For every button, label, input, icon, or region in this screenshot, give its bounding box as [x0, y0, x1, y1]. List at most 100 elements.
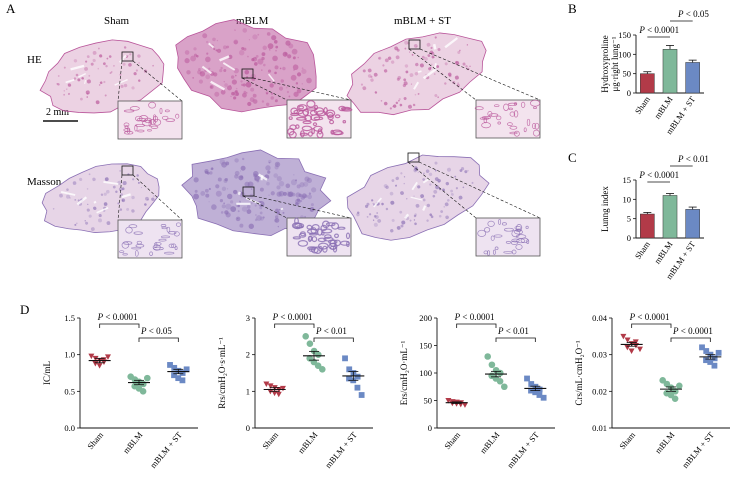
tissue-speck [92, 177, 96, 182]
data-point [707, 359, 714, 365]
alveolus [334, 114, 341, 119]
data-point [358, 392, 365, 398]
data-point [183, 366, 190, 373]
tissue-speck [246, 209, 252, 214]
tissue-speck [385, 185, 389, 190]
bar [685, 62, 700, 94]
data-point [315, 351, 322, 358]
tissue-speck [90, 62, 94, 66]
alveolus [296, 116, 307, 121]
alveolus [516, 224, 523, 232]
y-tick-label: 100 [618, 49, 631, 59]
alveolus [333, 131, 344, 136]
tissue-speck [371, 199, 374, 202]
tissue-speck [152, 64, 154, 67]
tissue-speck [106, 221, 111, 225]
alveolus [123, 241, 133, 245]
tissue-speck [241, 157, 245, 161]
tissue-speck [414, 222, 417, 226]
tissue-speck [74, 198, 77, 201]
tissue-speck [372, 219, 375, 221]
tissue-speck [57, 75, 60, 77]
alveolus [298, 105, 305, 110]
tissue-speck [63, 90, 65, 92]
tissue-speck [292, 64, 299, 71]
alveolus [304, 114, 313, 122]
tissue-speck [244, 69, 250, 75]
tissue-speck [105, 64, 108, 68]
alveolus [322, 245, 328, 253]
alveolus [175, 113, 180, 119]
tissue-speck [426, 42, 431, 47]
airway [93, 200, 97, 204]
alveolus [322, 220, 330, 229]
tissue-speck [270, 96, 274, 100]
airway [60, 191, 76, 196]
tissue-speck [77, 199, 80, 202]
tissue-speck [282, 211, 285, 214]
alveolus [298, 232, 307, 238]
sig-label: P < 0.0001 [629, 312, 670, 322]
row-label-he: HE [27, 54, 42, 66]
airway [118, 54, 127, 64]
alveolus [128, 224, 138, 229]
tissue-speck [147, 199, 149, 201]
tissue-speck [272, 55, 278, 62]
tissue-speck [86, 188, 89, 190]
alveolus [338, 105, 346, 112]
tissue-speck [98, 84, 101, 86]
airway [404, 213, 410, 219]
tissue-speck [190, 55, 197, 62]
alveolus [137, 129, 145, 133]
tissue-speck [426, 203, 431, 208]
alveolus [292, 236, 301, 240]
tissue-speck [444, 202, 449, 207]
tissue-speck [309, 207, 315, 212]
data-point [342, 355, 348, 362]
alveolus [511, 249, 517, 255]
x-tick-label: mBLM [296, 430, 320, 456]
alveolus [516, 238, 526, 244]
tissue-speck [245, 81, 252, 88]
tissue-speck [260, 69, 263, 71]
tissue-speck [230, 206, 237, 213]
tissue-speck [270, 191, 275, 196]
alveolus [510, 240, 518, 245]
tissue-speck [265, 165, 271, 171]
tissue-speck [256, 215, 262, 221]
tissue-speck [131, 195, 135, 200]
tissue-speck [441, 72, 444, 74]
alveolus [533, 106, 537, 109]
alveolus [160, 224, 167, 227]
tissue-speck [276, 191, 282, 197]
tissue-speck [211, 204, 217, 210]
tissue-speck [254, 204, 257, 207]
tissue-speck [287, 191, 289, 193]
tissue-speck [193, 177, 199, 183]
alveolus [503, 227, 514, 232]
tissue-speck [205, 40, 209, 44]
alveolus [313, 125, 323, 132]
tissue-speck [266, 181, 270, 186]
tissue-speck [301, 68, 307, 75]
tissue-speck [420, 194, 425, 199]
airway [236, 202, 251, 205]
tissue-speck [242, 92, 247, 98]
data-point [144, 374, 151, 382]
tissue-speck [247, 55, 249, 58]
tissue-speck [248, 223, 254, 229]
tissue-speck [228, 54, 233, 60]
tissue-speck [199, 71, 206, 77]
tissue-speck [65, 88, 68, 91]
tissue-speck [250, 202, 253, 205]
tissue-speck [295, 198, 301, 205]
tissue-speck [427, 54, 431, 57]
tissue-speck [194, 189, 198, 193]
tissue-speck [417, 185, 421, 189]
alveolus [311, 236, 318, 243]
alveolus [533, 129, 540, 137]
tissue-speck [399, 103, 403, 107]
tissue-speck [370, 78, 374, 82]
alveolus [474, 106, 484, 111]
tissue-speck [80, 77, 82, 79]
